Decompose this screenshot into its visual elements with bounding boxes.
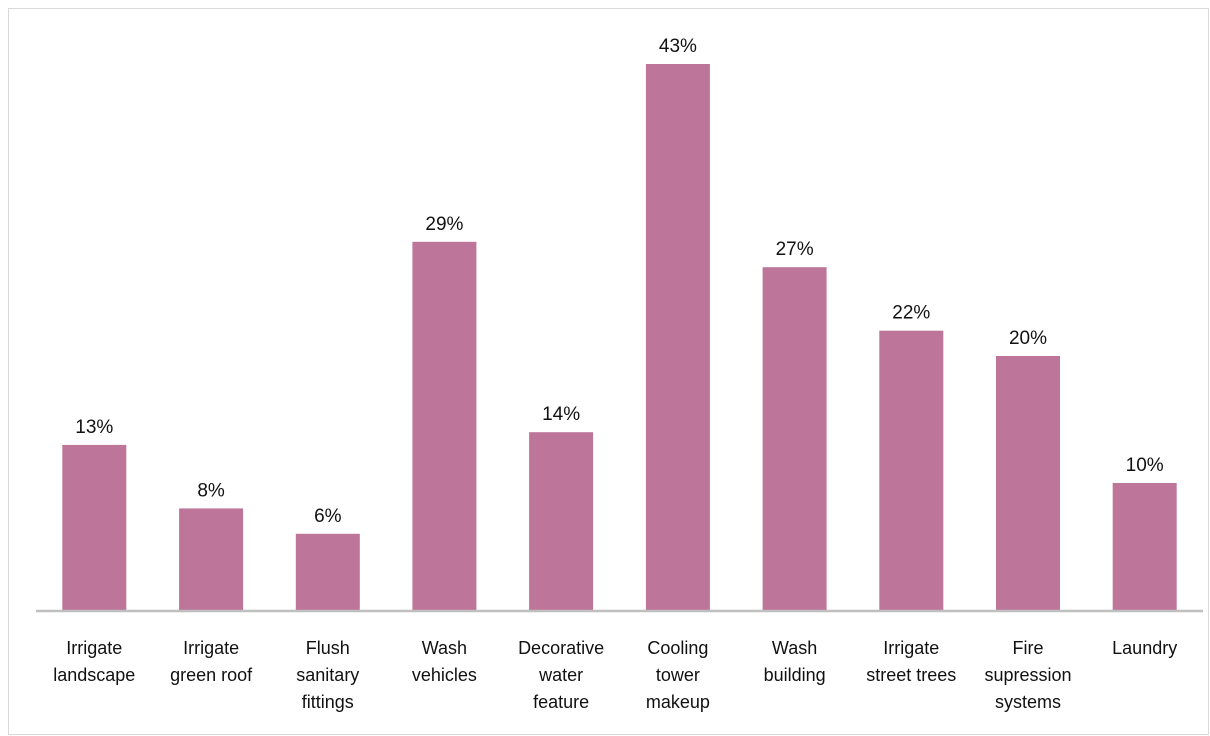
category-label-line: makeup bbox=[646, 692, 710, 712]
category-labels-group: Irrigate landscape Irrigate green roof Flush… bbox=[53, 638, 1177, 712]
value-labels-group: 13% 8% 6% 29% 14% 43% 27% 22% 20% 10% bbox=[75, 36, 1164, 527]
category-label-line: Wash bbox=[422, 638, 467, 658]
category-label-line: sanitary bbox=[296, 665, 359, 685]
category-label-line: Flush bbox=[306, 638, 350, 658]
category-label: Irrigate street trees bbox=[866, 638, 956, 685]
category-label-line: green roof bbox=[170, 665, 253, 685]
category-label: Fire supression systems bbox=[984, 638, 1071, 712]
category-label: Laundry bbox=[1112, 638, 1177, 658]
bar bbox=[879, 330, 944, 610]
category-label-line: Decorative bbox=[518, 638, 604, 658]
bar bbox=[62, 444, 127, 610]
category-label-line: building bbox=[764, 665, 826, 685]
bar bbox=[645, 64, 710, 610]
category-label-line: Fire bbox=[1013, 638, 1044, 658]
category-label-line: vehicles bbox=[412, 665, 477, 685]
data-label: 22% bbox=[892, 303, 930, 324]
category-label-line: water bbox=[538, 665, 583, 685]
data-label: 10% bbox=[1126, 455, 1164, 476]
category-label-line: feature bbox=[533, 692, 589, 712]
category-label: Irrigate landscape bbox=[53, 638, 135, 685]
category-label-line: Irrigate bbox=[883, 638, 939, 658]
data-label: 43% bbox=[659, 36, 697, 57]
category-label-line: landscape bbox=[53, 665, 135, 685]
category-label-line: fittings bbox=[302, 692, 354, 712]
data-label: 29% bbox=[425, 214, 463, 235]
data-label: 8% bbox=[197, 480, 225, 501]
category-label-line: Wash bbox=[772, 638, 817, 658]
data-label: 13% bbox=[75, 417, 113, 438]
bar bbox=[762, 267, 827, 610]
category-label-line: tower bbox=[656, 665, 700, 685]
category-label-line: street trees bbox=[866, 665, 956, 685]
bar bbox=[996, 356, 1060, 610]
bar bbox=[412, 241, 477, 611]
category-label: Cooling tower makeup bbox=[646, 638, 710, 712]
category-label: Flush sanitary fittings bbox=[296, 638, 359, 712]
category-label-line: Cooling bbox=[647, 638, 708, 658]
data-label: 20% bbox=[1009, 328, 1047, 349]
category-label-line: systems bbox=[995, 692, 1061, 712]
bar bbox=[295, 533, 360, 610]
data-label: 27% bbox=[776, 239, 814, 260]
category-label-line: Irrigate bbox=[183, 638, 239, 658]
category-label: Wash building bbox=[764, 638, 826, 685]
bar bbox=[179, 508, 244, 610]
category-label-line: Irrigate bbox=[66, 638, 122, 658]
bar bbox=[529, 432, 594, 610]
data-label: 6% bbox=[314, 506, 342, 527]
category-label-line: supression bbox=[984, 665, 1071, 685]
category-label-line: Laundry bbox=[1112, 638, 1177, 658]
category-label: Decorative water feature bbox=[518, 638, 604, 712]
data-label: 14% bbox=[542, 404, 580, 425]
bar bbox=[1112, 483, 1177, 610]
category-label: Wash vehicles bbox=[412, 638, 477, 685]
category-label: Irrigate green roof bbox=[170, 638, 253, 685]
bars-group bbox=[62, 64, 1177, 611]
